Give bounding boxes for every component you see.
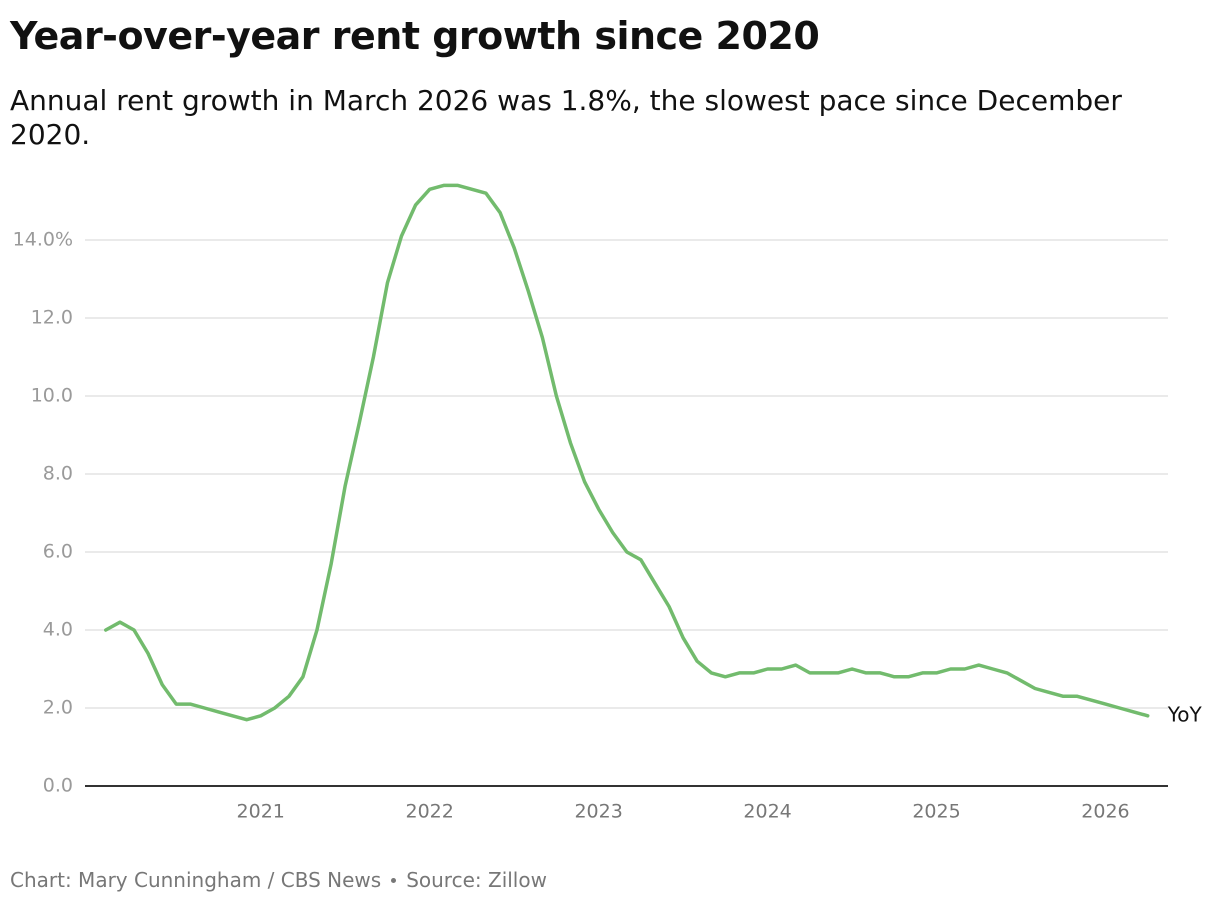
x-tick-label: 2022 — [405, 801, 453, 823]
line-series — [104, 183, 1150, 722]
x-tick-label: 2025 — [912, 801, 960, 823]
y-tick-label: 14.0% — [13, 229, 73, 251]
source: Source: Zillow — [406, 868, 547, 892]
x-tick-label: 2026 — [1081, 801, 1129, 823]
chart-title: Year-over-year rent growth since 2020 — [10, 14, 820, 58]
separator — [391, 877, 397, 883]
x-tick-label: 2023 — [574, 801, 622, 823]
y-tick-label: 0.0 — [43, 775, 73, 797]
y-tick-label: 12.0 — [31, 307, 73, 329]
y-tick-label: 4.0 — [43, 619, 73, 641]
y-tick-label: 6.0 — [43, 541, 73, 563]
credit: Chart: Mary Cunningham / CBS News — [10, 868, 382, 892]
y-tick-label: 8.0 — [43, 463, 73, 485]
x-tick-label: 2024 — [743, 801, 791, 823]
series-label: YoY — [1167, 702, 1203, 726]
y-tick-label: 10.0 — [31, 385, 73, 407]
y-tick-label: 2.0 — [43, 697, 73, 719]
x-tick-label: 2021 — [237, 801, 285, 823]
footer: Chart: Mary Cunningham / CBS News Source… — [10, 868, 547, 892]
chart-subtitle: Annual rent growth in March 2026 was 1.8… — [10, 84, 1122, 151]
